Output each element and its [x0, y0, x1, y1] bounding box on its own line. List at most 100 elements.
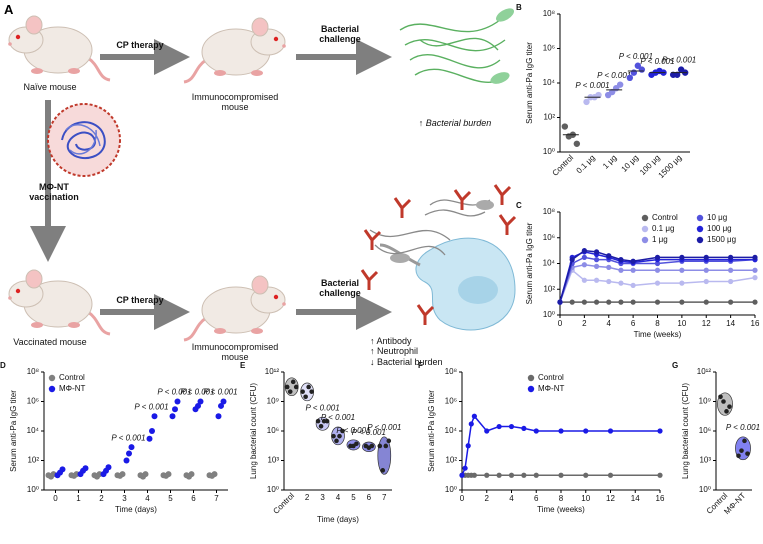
legend-label: Control: [59, 373, 85, 382]
p-value-label: P < 0.001: [352, 428, 386, 437]
data-point: [752, 275, 758, 281]
y-tick-label: 10⁰: [543, 147, 555, 156]
y-tick-label: 10⁶: [543, 44, 555, 53]
data-point: [679, 280, 685, 286]
p-value-label: P < 0.001: [597, 71, 631, 80]
p-value-label: P < 0.001: [305, 403, 339, 412]
data-point: [188, 471, 195, 478]
data-point: [618, 267, 624, 273]
data-point: [172, 406, 178, 413]
legend-label: 1 μg: [652, 235, 668, 244]
legend-label: 1500 μg: [707, 235, 736, 244]
x-tick-label: 1: [76, 494, 81, 503]
data-point: [377, 443, 383, 449]
step-label: Bacterial challenge: [319, 278, 361, 299]
data-point: [752, 254, 758, 260]
data-point: [309, 389, 314, 394]
y-tick-label: 10⁰: [543, 310, 555, 319]
data-point: [557, 299, 563, 305]
legend-marker: [641, 214, 649, 222]
y-tick-label: 10²: [27, 456, 39, 465]
p-value-label: P < 0.001: [321, 413, 355, 422]
data-point: [728, 254, 734, 260]
data-point: [703, 267, 709, 273]
data-point: [354, 441, 359, 447]
data-point: [626, 74, 634, 82]
y-tick-label: 10⁹: [267, 397, 279, 406]
p-value-label: P < 0.001: [619, 52, 653, 61]
data-point: [718, 394, 723, 400]
data-point: [573, 140, 581, 147]
data-point: [736, 453, 741, 459]
panel-letter: E: [240, 361, 246, 370]
y-tick-label: 10⁸: [543, 9, 555, 18]
outcome: ↑ Bacterial burden: [390, 118, 520, 128]
data-point: [533, 472, 539, 478]
data-point: [724, 409, 729, 414]
data-point: [165, 471, 172, 478]
data-point: [654, 254, 661, 260]
data-point: [126, 450, 132, 457]
data-point: [618, 257, 624, 263]
data-point: [657, 472, 663, 478]
x-tick-label: 5: [168, 494, 173, 503]
x-tick-label: 5: [351, 493, 356, 502]
data-point: [508, 423, 515, 430]
y-tick-label: 10⁶: [543, 233, 555, 242]
data-point: [745, 451, 750, 456]
data-point: [303, 394, 308, 400]
p-value-label: P < 0.001: [180, 388, 214, 397]
data-point: [521, 425, 527, 432]
step-label: CP therapy: [116, 40, 164, 50]
x-tick-label: 14: [726, 319, 735, 328]
data-point: [284, 384, 290, 390]
x-tick-label: 8: [655, 319, 660, 328]
panel-letter: C: [516, 201, 522, 210]
data-point: [618, 280, 624, 286]
step-label: Bacterial challenge: [319, 24, 361, 45]
data-point: [728, 299, 734, 305]
y-tick-label: 10⁴: [543, 259, 556, 268]
data-point: [128, 444, 135, 451]
x-tick-label: 2: [305, 493, 310, 502]
x-tick-label: 6: [631, 319, 636, 328]
vaccination-label: MΦ-NT vaccination: [29, 182, 79, 203]
data-point: [558, 428, 564, 434]
step-label: CP therapy: [116, 295, 164, 305]
x-tick-label: 6: [534, 494, 539, 503]
x-tick-label: 0: [558, 319, 563, 328]
data-point: [293, 384, 299, 390]
data-point: [306, 384, 311, 390]
panel-letter: B: [516, 3, 522, 12]
p-value-label: P < 0.001: [203, 388, 237, 397]
data-point: [581, 254, 587, 260]
x-tick-label: Control: [271, 491, 296, 516]
data-point: [721, 399, 726, 404]
y-tick-label: 10⁸: [445, 367, 457, 376]
data-point: [287, 389, 293, 394]
data-point: [593, 257, 600, 263]
x-tick-label: 1 μg: [601, 153, 618, 170]
data-point: [142, 471, 149, 478]
data-point: [657, 428, 663, 434]
data-point: [471, 472, 477, 478]
data-point: [752, 267, 758, 273]
data-point: [521, 472, 527, 478]
data-point: [607, 428, 614, 434]
data-point: [218, 402, 224, 409]
outcome: ↑ Antibody: [370, 336, 412, 346]
x-tick-label: Control: [551, 153, 576, 178]
data-point: [581, 248, 587, 254]
data-point: [606, 278, 612, 285]
y-axis-label: Serum anti-Pa IgG titer: [525, 222, 534, 304]
data-point: [151, 413, 158, 420]
data-point: [290, 379, 296, 385]
data-point: [581, 262, 587, 268]
x-axis-label: Time (days): [317, 515, 359, 524]
data-point: [558, 472, 564, 478]
data-point: [583, 98, 590, 106]
data-point: [561, 123, 569, 130]
y-tick-label: 10⁰: [699, 485, 711, 494]
data-point: [581, 299, 587, 305]
x-tick-label: 7: [214, 494, 219, 503]
